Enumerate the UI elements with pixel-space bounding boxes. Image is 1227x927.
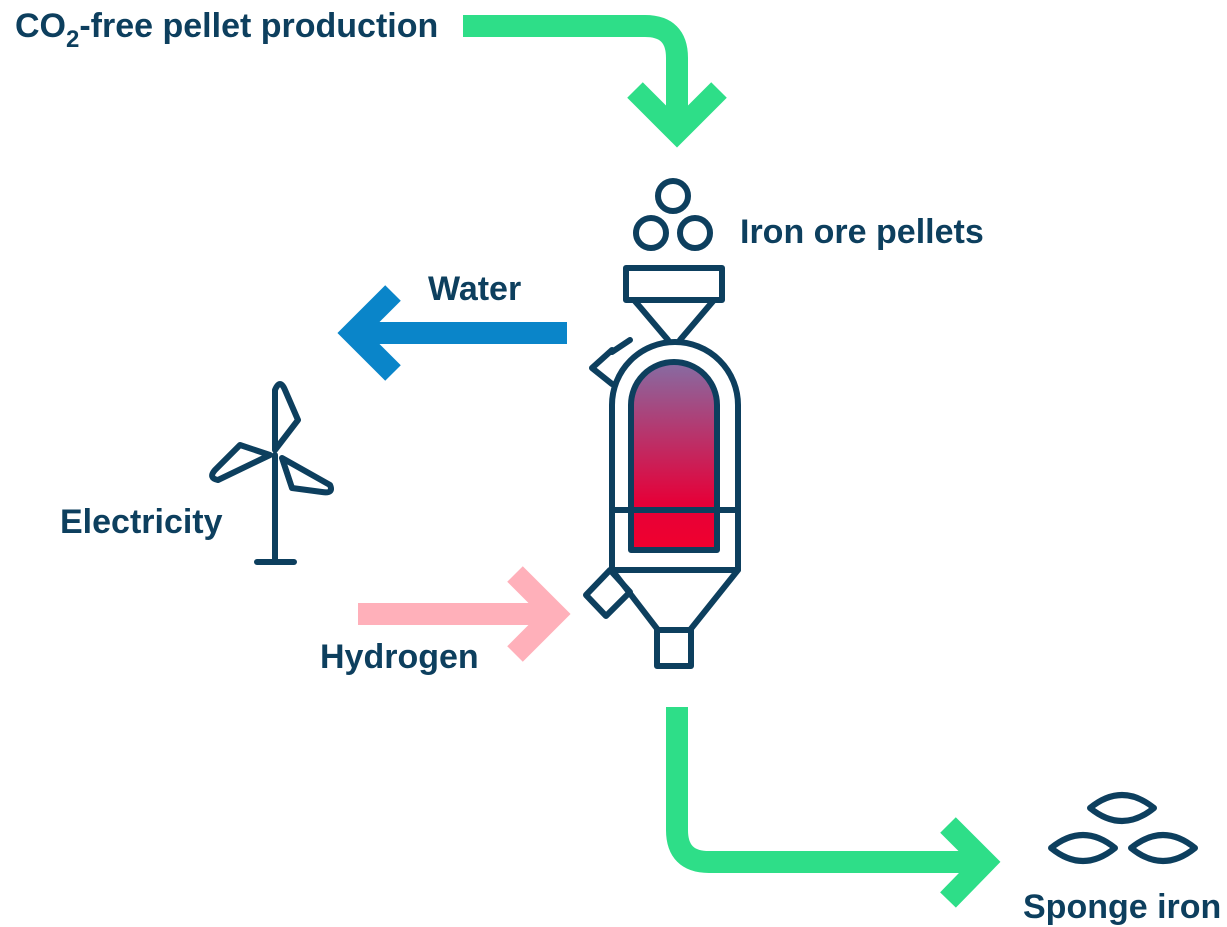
arrow-water	[337, 285, 567, 381]
reactor	[583, 265, 741, 669]
hydrogen-label: Hydrogen	[320, 638, 479, 676]
pellets-label: Iron ore pellets	[740, 213, 984, 251]
sponge-icon	[1048, 792, 1198, 864]
title: CO2-free pellet production	[15, 7, 438, 53]
arrow-in	[463, 15, 727, 148]
sponge-label: Sponge iron	[1023, 888, 1221, 926]
pellets-icon	[633, 178, 713, 251]
arrow-hydrogen	[358, 566, 571, 662]
wind-turbine	[209, 381, 334, 565]
electricity-label: Electricity	[60, 503, 223, 541]
water-label: Water	[428, 270, 521, 308]
arrow-out	[666, 707, 1001, 908]
